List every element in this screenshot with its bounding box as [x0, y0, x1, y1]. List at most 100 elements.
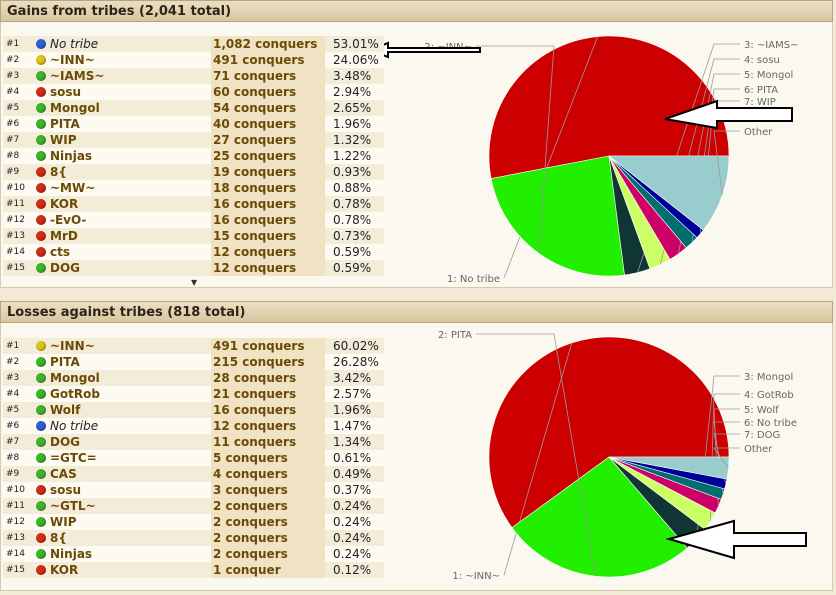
table-row: #3 Mongol 28 conquers 3.42% [3, 370, 384, 386]
tribe-name-link[interactable]: Ninjas [50, 149, 93, 163]
rank-number: #4 [6, 389, 20, 399]
conquers-link[interactable]: 1,082 conquers [211, 36, 325, 52]
percentage: 24.06% [333, 53, 379, 67]
tribe-name-link[interactable]: Mongol [50, 101, 100, 115]
conquers-link[interactable]: 16 conquers [211, 196, 325, 212]
conquers-link[interactable]: 2 conquers [211, 498, 325, 514]
tribe-name-link[interactable]: ~IAMS~ [50, 69, 105, 83]
tribe-status-dot-icon [36, 215, 46, 225]
percentage: 2.57% [333, 387, 372, 401]
tribe-status-dot-icon [36, 103, 46, 113]
percentage: 0.24% [333, 499, 372, 513]
tribe-name-link[interactable]: sosu [50, 85, 82, 99]
conquers-link[interactable]: 54 conquers [211, 100, 325, 116]
conquers-link[interactable]: 18 conquers [211, 180, 325, 196]
tribe-name-link[interactable]: CAS [50, 467, 77, 481]
percentage: 53.01% [333, 37, 379, 51]
tribe-name-link[interactable]: WIP [50, 133, 77, 147]
scroll-down-arrow-icon[interactable]: ▼ [191, 278, 198, 287]
tribe-status-dot-icon [36, 87, 46, 97]
conquers-link[interactable]: 12 conquers [211, 244, 325, 260]
rank-number: #12 [6, 517, 25, 527]
tribe-name-link[interactable]: DOG [50, 261, 81, 275]
tribe-status-dot-icon [36, 357, 46, 367]
tribe-name-link[interactable]: sosu [50, 483, 82, 497]
conquers-link[interactable]: 60 conquers [211, 84, 325, 100]
tribe-name-link[interactable]: PITA [50, 355, 80, 369]
tribe-name-link[interactable]: Ninjas [50, 547, 93, 561]
tribe-name-link[interactable]: Mongol [50, 371, 100, 385]
tribe-name-link[interactable]: cts [50, 245, 70, 259]
conquers-link[interactable]: 19 conquers [211, 164, 325, 180]
tribe-name-link[interactable]: PITA [50, 117, 80, 131]
tribe-status-dot-icon [36, 55, 46, 65]
tribe-name-link[interactable]: =GTC= [50, 451, 97, 465]
conquers-link[interactable]: 25 conquers [211, 148, 325, 164]
table-row: #6 PITA 40 conquers 1.96% [3, 116, 384, 132]
percentage: 0.61% [333, 451, 372, 465]
pie-slice-label: 6: No tribe [744, 418, 797, 429]
tribe-name-link[interactable]: ~INN~ [50, 339, 95, 353]
conquers-link[interactable]: 21 conquers [211, 386, 325, 402]
conquers-link[interactable]: 12 conquers [211, 418, 325, 434]
conquers-link[interactable]: 2 conquers [211, 530, 325, 546]
conquers-link[interactable]: 491 conquers [211, 52, 325, 68]
conquers-link[interactable]: 5 conquers [211, 450, 325, 466]
conquers-link[interactable]: 3 conquers [211, 482, 325, 498]
tribe-name-link[interactable]: Wolf [50, 403, 81, 417]
rank-number: #7 [6, 437, 20, 447]
percentage: 0.73% [333, 229, 372, 243]
tribe-name-link[interactable]: DOG [50, 435, 81, 449]
tribe-name-link[interactable]: KOR [50, 197, 79, 211]
rank-number: #8 [6, 453, 20, 463]
tribe-name-link[interactable]: -EvO- [50, 213, 87, 227]
conquers-link[interactable]: 2 conquers [211, 514, 325, 530]
rank-number: #2 [6, 357, 20, 367]
losses-panel-body: #1 ~INN~ 491 conquers 60.02% #2 PITA 215 conqu… [0, 323, 833, 591]
table-row: #6 No tribe 12 conquers 1.47% [3, 418, 384, 434]
pie-slice-label: Other [744, 444, 773, 455]
tribe-name-link[interactable]: MrD [50, 229, 78, 243]
tribe-name-link[interactable]: WIP [50, 515, 77, 529]
percentage: 0.37% [333, 483, 372, 497]
tribe-name-link[interactable]: ~MW~ [50, 181, 96, 195]
table-row: #4 GotRob 21 conquers 2.57% [3, 386, 384, 402]
conquers-link[interactable]: 215 conquers [211, 354, 325, 370]
conquers-link[interactable]: 28 conquers [211, 370, 325, 386]
conquers-link[interactable]: 27 conquers [211, 132, 325, 148]
table-row: #1 No tribe 1,082 conquers 53.01% [3, 36, 384, 52]
percentage: 1.96% [333, 403, 372, 417]
conquers-link[interactable]: 1 conquer [211, 562, 325, 578]
tribe-name-link[interactable]: 8{ [50, 531, 67, 545]
tribe-name-link[interactable]: KOR [50, 563, 79, 577]
tribe-name-link[interactable]: GotRob [50, 387, 100, 401]
table-row: #11 KOR 16 conquers 0.78% [3, 196, 384, 212]
tribe-name-link: No tribe [50, 37, 99, 51]
conquers-link[interactable]: 40 conquers [211, 116, 325, 132]
rank-number: #5 [6, 405, 20, 415]
rank-number: #15 [6, 263, 25, 273]
tribe-name-link[interactable]: ~INN~ [50, 53, 95, 67]
conquers-link[interactable]: 11 conquers [211, 434, 325, 450]
losses-panel-title: Losses against tribes (818 total) [0, 301, 833, 323]
tribe-name-link[interactable]: 8{ [50, 165, 67, 179]
conquers-link[interactable]: 12 conquers [211, 260, 325, 276]
conquers-link[interactable]: 16 conquers [211, 212, 325, 228]
pie-leader-line [503, 36, 599, 279]
conquers-link[interactable]: 71 conquers [211, 68, 325, 84]
table-row: #5 Mongol 54 conquers 2.65% [3, 100, 384, 116]
tribe-status-dot-icon [36, 119, 46, 129]
rank-number: #1 [6, 39, 20, 49]
conquers-link[interactable]: 16 conquers [211, 402, 325, 418]
conquers-link[interactable]: 4 conquers [211, 466, 325, 482]
percentage: 0.12% [333, 563, 372, 577]
tribe-name-link[interactable]: ~GTL~ [50, 499, 96, 513]
pie-slice [488, 336, 730, 529]
conquers-link[interactable]: 2 conquers [211, 546, 325, 562]
conquers-link[interactable]: 491 conquers [211, 338, 325, 354]
table-row: #8 Ninjas 25 conquers 1.22% [3, 148, 384, 164]
percentage: 0.78% [333, 197, 372, 211]
percentage: 0.88% [333, 181, 372, 195]
conquers-link[interactable]: 15 conquers [211, 228, 325, 244]
table-row: #13 MrD 15 conquers 0.73% [3, 228, 384, 244]
